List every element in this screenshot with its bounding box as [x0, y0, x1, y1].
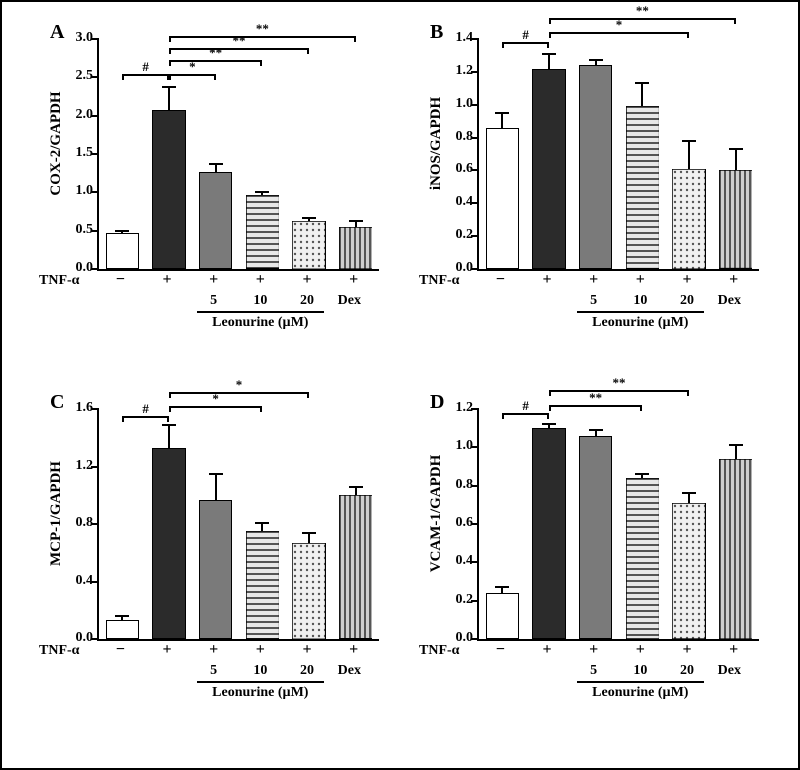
y-tick-label: 1.0	[57, 183, 93, 199]
y-tick-label: 0.4	[437, 553, 473, 569]
tnf-sign: +	[726, 271, 742, 289]
y-tick-label: 0.8	[437, 477, 473, 493]
tnf-sign: +	[206, 271, 222, 289]
y-tick-label: 1.4	[437, 30, 473, 46]
plot-area: 0.00.20.40.60.81.01.2#****	[477, 409, 759, 641]
tnf-sign: +	[679, 641, 695, 659]
panel-b: BiNOS/GAPDH0.00.20.40.60.81.01.21.4#***T…	[412, 17, 772, 367]
tnf-sign: +	[726, 641, 742, 659]
tnf-sign: −	[112, 641, 128, 659]
panel-d: DVCAM-1/GAPDH0.00.20.40.60.81.01.2#****T…	[412, 387, 772, 737]
dose-label: 10	[246, 293, 274, 309]
dose-label: 20	[673, 663, 701, 679]
significance-text: **	[584, 390, 608, 406]
dose-label: 20	[673, 293, 701, 309]
tnf-sign: +	[159, 641, 175, 659]
tnf-sign: +	[252, 641, 268, 659]
tnf-sign: +	[346, 641, 362, 659]
y-axis-label: MCP-1/GAPDH	[48, 399, 65, 629]
leonurine-range-line	[577, 681, 704, 683]
dose-label: 5	[200, 663, 228, 679]
y-tick-label: 0.8	[57, 515, 93, 531]
leonurine-label: Leonurine (µM)	[197, 685, 324, 701]
y-tick-label: 0.2	[437, 592, 473, 608]
dose-label: 10	[626, 663, 654, 679]
y-tick-label: 1.0	[437, 96, 473, 112]
significance-bracket: **	[479, 409, 759, 639]
y-tick-label: 3.0	[57, 30, 93, 46]
significance-bracket: **	[479, 39, 759, 269]
leonurine-label: Leonurine (µM)	[577, 685, 704, 701]
y-tick-label: 1.0	[437, 438, 473, 454]
dex-label: Dex	[338, 663, 361, 679]
dose-label: 20	[293, 293, 321, 309]
significance-text: **	[630, 3, 654, 19]
tnf-sign: +	[632, 641, 648, 659]
y-tick-label: 2.0	[57, 107, 93, 123]
leonurine-range-line	[197, 311, 324, 313]
y-tick-label: 1.2	[437, 63, 473, 79]
significance-bracket: **	[99, 39, 379, 269]
plot-area: 0.00.20.40.60.81.01.21.4#***	[477, 39, 759, 271]
dose-label: 10	[626, 293, 654, 309]
leonurine-range-line	[197, 681, 324, 683]
leonurine-label: Leonurine (µM)	[577, 315, 704, 331]
y-tick-label: 1.2	[57, 458, 93, 474]
tnf-sign: +	[299, 641, 315, 659]
tnf-sign: −	[492, 271, 508, 289]
leonurine-label: Leonurine (µM)	[197, 315, 324, 331]
y-tick-label: 1.2	[437, 400, 473, 416]
significance-text: **	[250, 21, 274, 37]
dose-label: 5	[580, 293, 608, 309]
panel-c: CMCP-1/GAPDH0.00.40.81.21.6#**TNF-α−++++…	[32, 387, 392, 737]
y-tick-label: 1.5	[57, 145, 93, 161]
significance-bracket: *	[99, 409, 379, 639]
tnf-sign: +	[206, 641, 222, 659]
dose-label: 5	[580, 663, 608, 679]
tnf-sign: +	[632, 271, 648, 289]
tnf-row-label: TNF-α	[39, 643, 79, 659]
dex-label: Dex	[338, 293, 361, 309]
dex-label: Dex	[718, 663, 741, 679]
panel-a: ACOX-2/GAPDH0.00.51.01.52.02.53.0#******…	[32, 17, 392, 367]
dose-label: 10	[246, 663, 274, 679]
y-tick-label: 0.5	[57, 222, 93, 238]
tnf-sign: +	[159, 271, 175, 289]
y-tick-label: 0.4	[57, 573, 93, 589]
plot-area: 0.00.40.81.21.6#**	[97, 409, 379, 641]
tnf-sign: +	[252, 271, 268, 289]
tnf-sign: +	[299, 271, 315, 289]
significance-text: *	[227, 377, 251, 393]
tnf-sign: +	[346, 271, 362, 289]
significance-text: *	[607, 17, 631, 33]
tnf-row-label: TNF-α	[39, 273, 79, 289]
tnf-sign: +	[586, 271, 602, 289]
tnf-row-label: TNF-α	[419, 273, 459, 289]
tnf-sign: +	[539, 271, 555, 289]
y-tick-label: 0.8	[437, 129, 473, 145]
y-tick-label: 1.6	[57, 400, 93, 416]
y-tick-label: 0.4	[437, 194, 473, 210]
tnf-sign: +	[679, 271, 695, 289]
y-tick-label: 2.5	[57, 68, 93, 84]
tnf-row-label: TNF-α	[419, 643, 459, 659]
tnf-sign: −	[112, 271, 128, 289]
dex-label: Dex	[718, 293, 741, 309]
y-tick-label: 0.6	[437, 161, 473, 177]
leonurine-range-line	[577, 311, 704, 313]
figure: ACOX-2/GAPDH0.00.51.01.52.02.53.0#******…	[0, 0, 800, 770]
significance-text: **	[607, 375, 631, 391]
dose-label: 20	[293, 663, 321, 679]
plot-area: 0.00.51.01.52.02.53.0#*******	[97, 39, 379, 271]
tnf-sign: +	[586, 641, 602, 659]
tnf-sign: −	[492, 641, 508, 659]
dose-label: 5	[200, 293, 228, 309]
y-tick-label: 0.2	[437, 227, 473, 243]
y-tick-label: 0.6	[437, 515, 473, 531]
tnf-sign: +	[539, 641, 555, 659]
